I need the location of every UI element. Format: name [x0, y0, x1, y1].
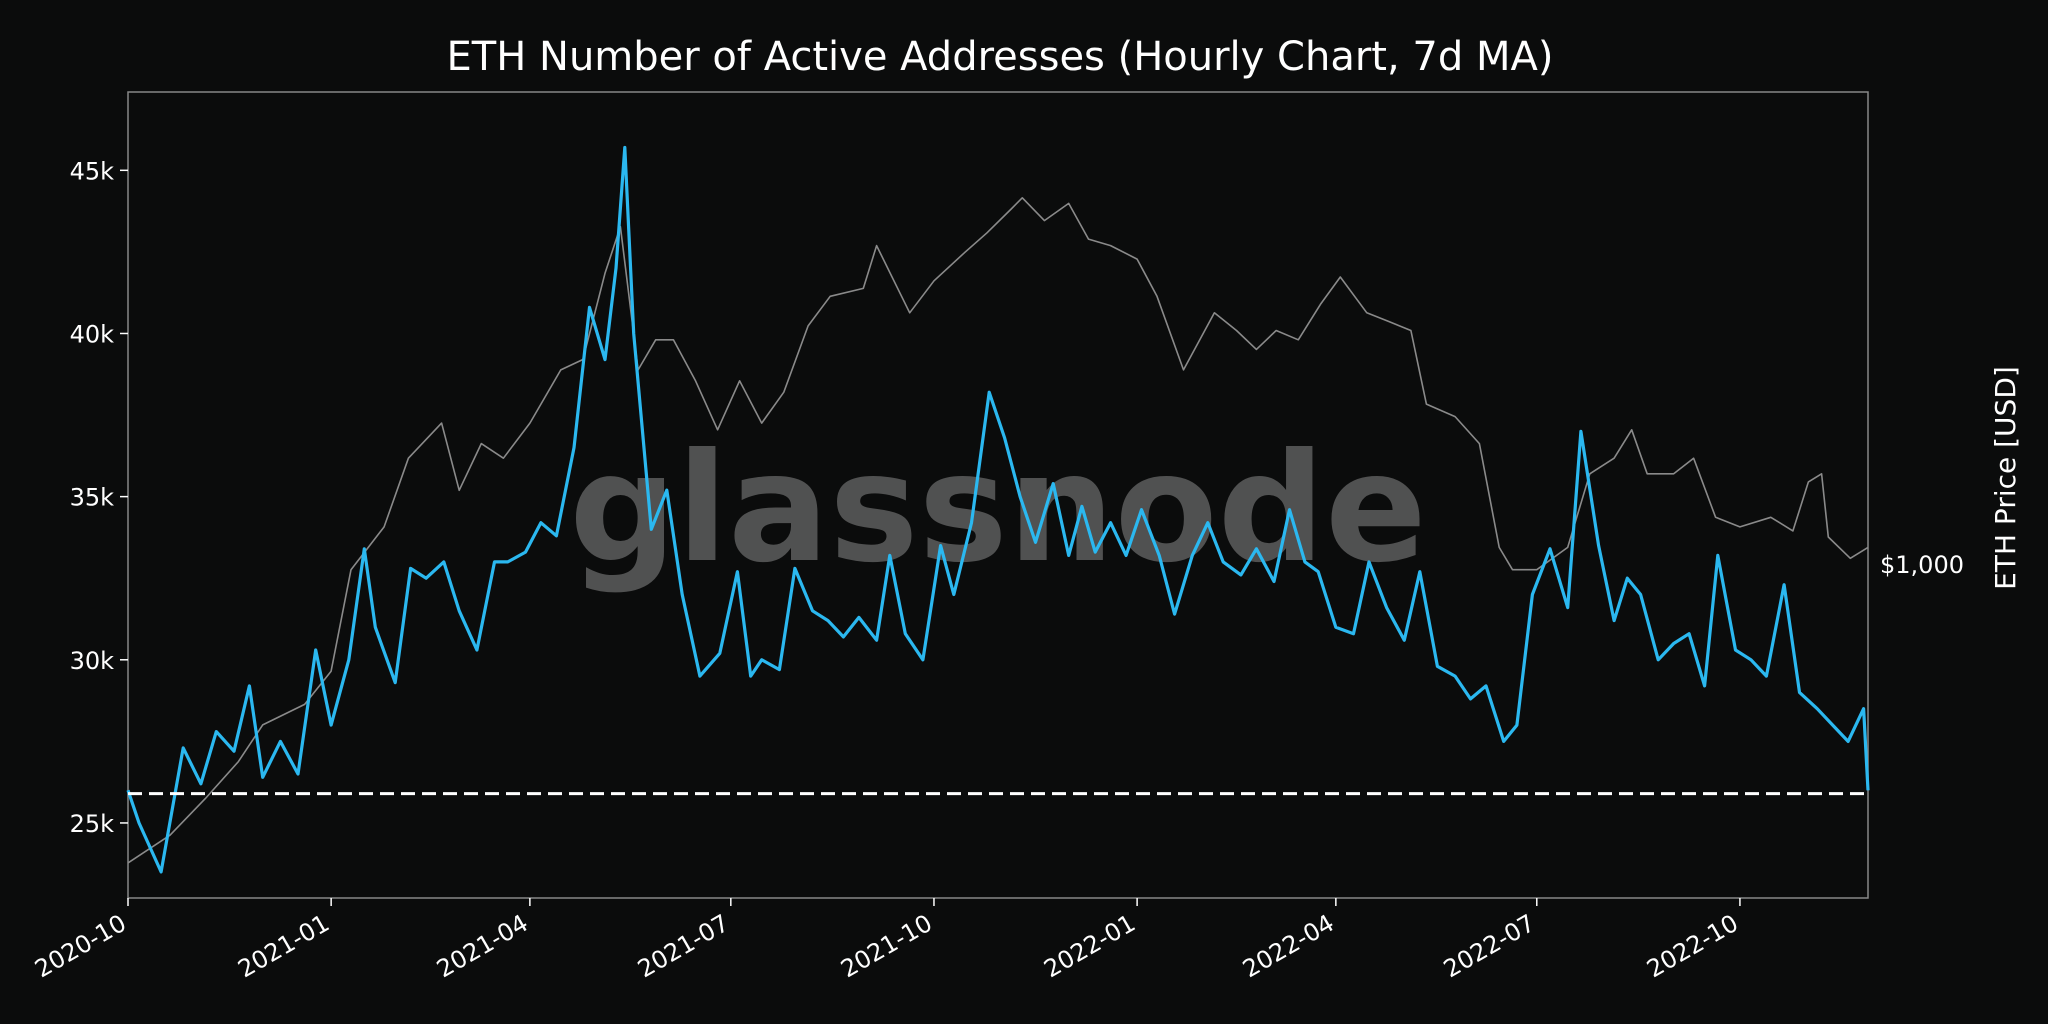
right-axis-label: ETH Price [USD] — [1989, 366, 2022, 590]
active-addresses-series — [126, 145, 1870, 874]
y-tick-label: 35k — [70, 484, 115, 512]
y-tick-label: 30k — [70, 647, 115, 675]
plot-frame — [127, 91, 1869, 899]
y-tick-label: 45k — [70, 157, 115, 185]
y-tick-label: 40k — [70, 320, 115, 348]
y-axis-ticks: 25k 30k 35k 40k 45k — [70, 157, 128, 838]
y-tick-label: 25k — [70, 810, 115, 838]
right-axis-tick-label: $1,000 — [1880, 551, 1964, 579]
glassnode-watermark: glassnode — [569, 422, 1427, 596]
active-addresses-line — [126, 145, 1870, 874]
price-line — [127, 197, 1869, 864]
price-series — [127, 197, 1869, 864]
chart-title: ETH Number of Active Addresses (Hourly C… — [447, 34, 1554, 80]
